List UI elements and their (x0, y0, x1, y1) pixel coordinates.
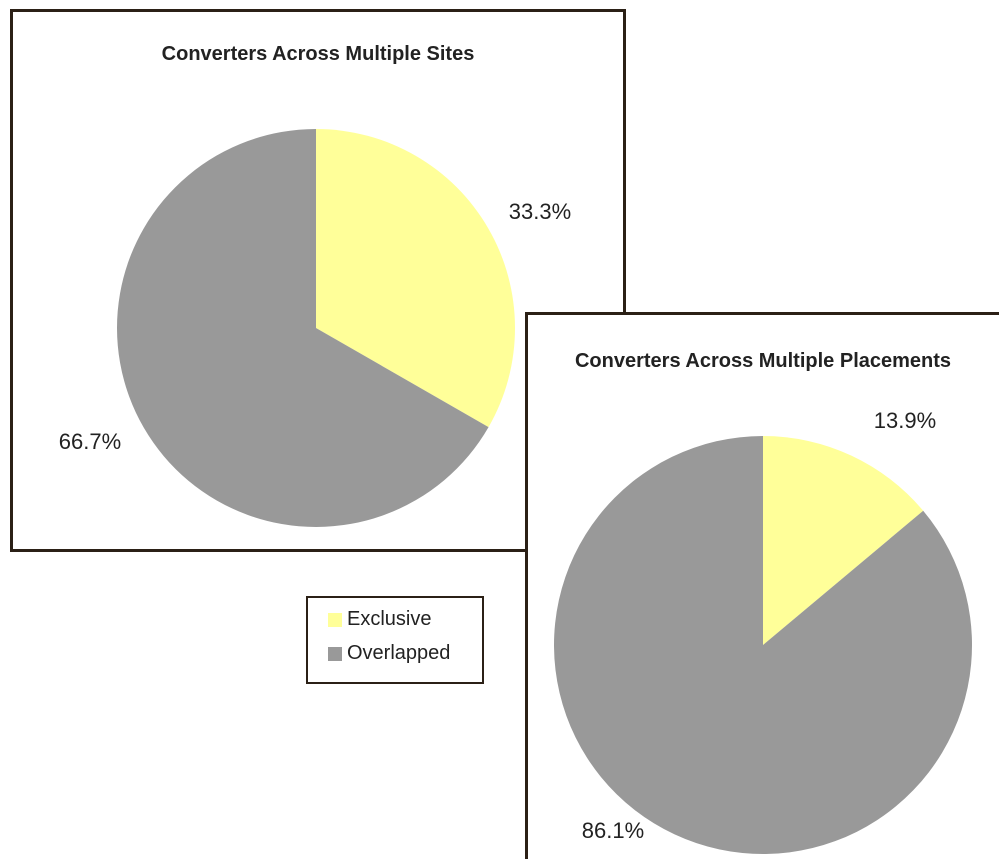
pie-slice (117, 129, 489, 527)
chart-frame: Converters Across Multiple Placements 13… (525, 312, 999, 859)
data-label: 66.7% (59, 429, 121, 454)
pie: 13.9% 86.1% (554, 408, 972, 854)
legend: Exclusive Overlapped (306, 596, 484, 684)
pie-layer: 13.9% 86.1% (554, 408, 972, 854)
legend-label: Overlapped (347, 642, 451, 664)
pie: 33.3% 66.7% (59, 129, 571, 527)
data-label: 86.1% (582, 818, 644, 843)
data-label: 33.3% (509, 199, 571, 224)
chart-title: Converters Across Multiple Placements (574, 350, 952, 372)
legend-label: Exclusive (347, 608, 432, 630)
legend-item: Exclusive (328, 608, 431, 631)
pie-slice (763, 436, 924, 645)
legend-swatch (328, 612, 342, 627)
chart-title: Converters Across Multiple Sites (161, 43, 475, 65)
pie-slice (316, 129, 515, 428)
pie-slice (554, 436, 972, 854)
data-label: 13.9% (874, 408, 936, 433)
legend-item: Overlapped (328, 642, 450, 665)
legend-swatch (328, 646, 342, 661)
